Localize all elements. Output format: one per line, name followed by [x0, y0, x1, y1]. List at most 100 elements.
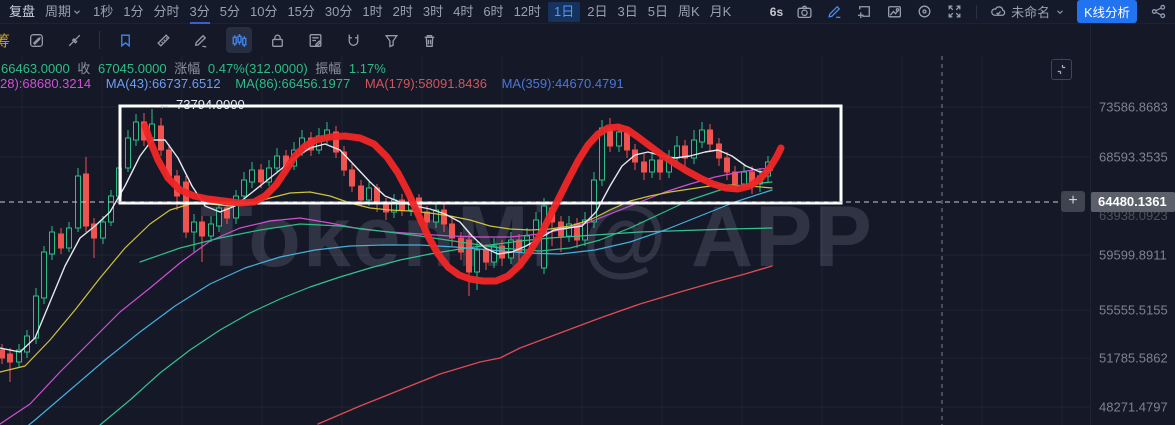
- axis-tick: 59599.8911: [1099, 247, 1167, 263]
- ma-red-slow: [317, 265, 773, 425]
- ma179-value: MA(179):58091.8436: [364, 76, 487, 91]
- change-value: 0.47%(312.0000): [207, 61, 308, 76]
- draw-pencil-icon[interactable]: [826, 3, 843, 20]
- candle-body: [566, 223, 572, 237]
- tab-3m[interactable]: 3分: [185, 0, 215, 24]
- trash-icon[interactable]: [416, 27, 442, 53]
- tab-1w[interactable]: 周K: [677, 3, 700, 19]
- ma-long-green: [99, 227, 773, 425]
- image-icon[interactable]: [886, 3, 903, 20]
- open-value: 66463.0000: [1, 61, 70, 76]
- candle-body: [641, 161, 647, 173]
- chart-canvas[interactable]: TokenMi @ APP: [0, 0, 1090, 425]
- close-value: 67045.0000: [97, 61, 167, 76]
- ma-yellow: [0, 184, 773, 373]
- candle-body: [616, 131, 622, 147]
- add-order-plus-button[interactable]: +: [1061, 191, 1085, 212]
- axis-tick: 68593.3535: [1099, 149, 1168, 165]
- filter-funnel-icon[interactable]: [378, 27, 404, 53]
- drawn-rectangle-annotation[interactable]: [118, 104, 843, 205]
- tab-4h[interactable]: 4时: [453, 3, 474, 19]
- tab-5d[interactable]: 5日: [647, 3, 668, 19]
- tab-10m[interactable]: 10分: [249, 3, 278, 19]
- tab-3h[interactable]: 3时: [422, 3, 444, 19]
- candle-body: [83, 173, 89, 227]
- tab-5m[interactable]: 5分: [219, 3, 240, 19]
- ma28-value: 28):68680.3214: [0, 76, 92, 91]
- candle-body: [33, 295, 39, 339]
- amplitude-label: 振幅: [315, 61, 342, 76]
- chip-distribution-button[interactable]: 筹: [0, 32, 11, 50]
- candle-body: [441, 209, 447, 225]
- tab-intraday[interactable]: 分时: [153, 3, 180, 19]
- candle-body: [741, 171, 747, 185]
- tab-30m[interactable]: 30分: [324, 3, 353, 19]
- candle-body: [125, 137, 131, 169]
- cursor-line-icon[interactable]: [61, 27, 87, 53]
- tab-1h[interactable]: 1时: [362, 3, 383, 19]
- freehand-pencil-icon[interactable]: [188, 27, 214, 53]
- close-label: 收: [77, 61, 91, 76]
- arrow-left-icon: ←: [158, 97, 171, 112]
- chevron-down-icon: [73, 8, 81, 16]
- bookmark-icon[interactable]: [112, 27, 138, 53]
- tab-period-dropdown[interactable]: 周期: [40, 0, 86, 24]
- tab-1d-selected[interactable]: 1日: [548, 1, 581, 22]
- high-price-callout[interactable]: ← 73794.0000: [158, 97, 245, 112]
- tab-2d[interactable]: 2日: [587, 3, 608, 19]
- fullscreen-icon[interactable]: [946, 3, 963, 20]
- price-axis[interactable]: 73586.8683 68593.3535 59599.8911 55555.5…: [1090, 24, 1175, 425]
- candle-body: [191, 221, 197, 233]
- ma-lines: [0, 139, 773, 425]
- restore-scale-icon[interactable]: [1051, 59, 1072, 80]
- tab-12h[interactable]: 12时: [513, 3, 542, 19]
- candle-body: [249, 169, 255, 183]
- note-edit-icon[interactable]: [302, 27, 328, 53]
- toolbar-divider: [99, 31, 100, 49]
- tab-6h[interactable]: 6时: [483, 3, 504, 19]
- ma43-value: MA(43):66737.6512: [105, 76, 221, 91]
- candle-body: [58, 233, 64, 249]
- ruler-icon[interactable]: [150, 27, 176, 53]
- ma359-value: MA(359):44670.4791: [501, 76, 624, 91]
- candle-body: [91, 223, 97, 239]
- candle-body: [699, 129, 705, 143]
- high-price-value: 73794.0000: [176, 97, 245, 112]
- candle-body: [266, 167, 272, 183]
- add-frame-icon[interactable]: [856, 3, 873, 20]
- replay-edit-icon[interactable]: [23, 27, 49, 53]
- ohlc-info-row: 66463.0000 收 67045.0000 涨幅 0.47%(312.000…: [1, 58, 390, 77]
- axis-tick: 51785.5862: [1099, 350, 1168, 366]
- tab-1M[interactable]: 月K: [709, 3, 732, 19]
- candle-body: [349, 169, 355, 187]
- candle-pattern-icon[interactable]: [226, 27, 252, 53]
- candle-body: [433, 209, 439, 223]
- candle-body: [333, 131, 339, 153]
- candle-body: [241, 179, 247, 197]
- layout-profile-button[interactable]: 未命名: [990, 2, 1064, 21]
- current-price-badge: 64480.1361: [1091, 192, 1175, 212]
- tab-15m[interactable]: 15分: [287, 3, 315, 19]
- tab-3d[interactable]: 3日: [617, 3, 638, 19]
- candle-body: [133, 121, 139, 141]
- drawing-toolbar: 筹: [0, 24, 460, 56]
- settings-target-icon[interactable]: [916, 3, 933, 20]
- magnet-icon[interactable]: [340, 27, 366, 53]
- candle-body: [449, 223, 455, 239]
- tab-replay[interactable]: 复盘: [9, 3, 36, 19]
- tab-1s[interactable]: 1秒: [93, 3, 114, 19]
- tab-2h[interactable]: 2时: [392, 3, 413, 19]
- candle-body: [657, 159, 663, 173]
- kline-analysis-button[interactable]: K线分析: [1077, 0, 1137, 23]
- tab-1m[interactable]: 1分: [123, 3, 144, 19]
- camera-icon[interactable]: [796, 3, 813, 20]
- freehand-red-annotation[interactable]: [141, 122, 785, 285]
- candle-body: [274, 155, 280, 169]
- candle-body: [483, 249, 489, 263]
- share-icon[interactable]: [1150, 3, 1167, 20]
- lock-icon[interactable]: [264, 27, 290, 53]
- countdown-label: 6s: [769, 4, 784, 19]
- timeframe-toolbar: 复盘 周期 1秒 1分 分时 3分 5分 10分 15分 30分 1时 2时 3…: [0, 0, 1175, 24]
- candle-body: [458, 237, 464, 253]
